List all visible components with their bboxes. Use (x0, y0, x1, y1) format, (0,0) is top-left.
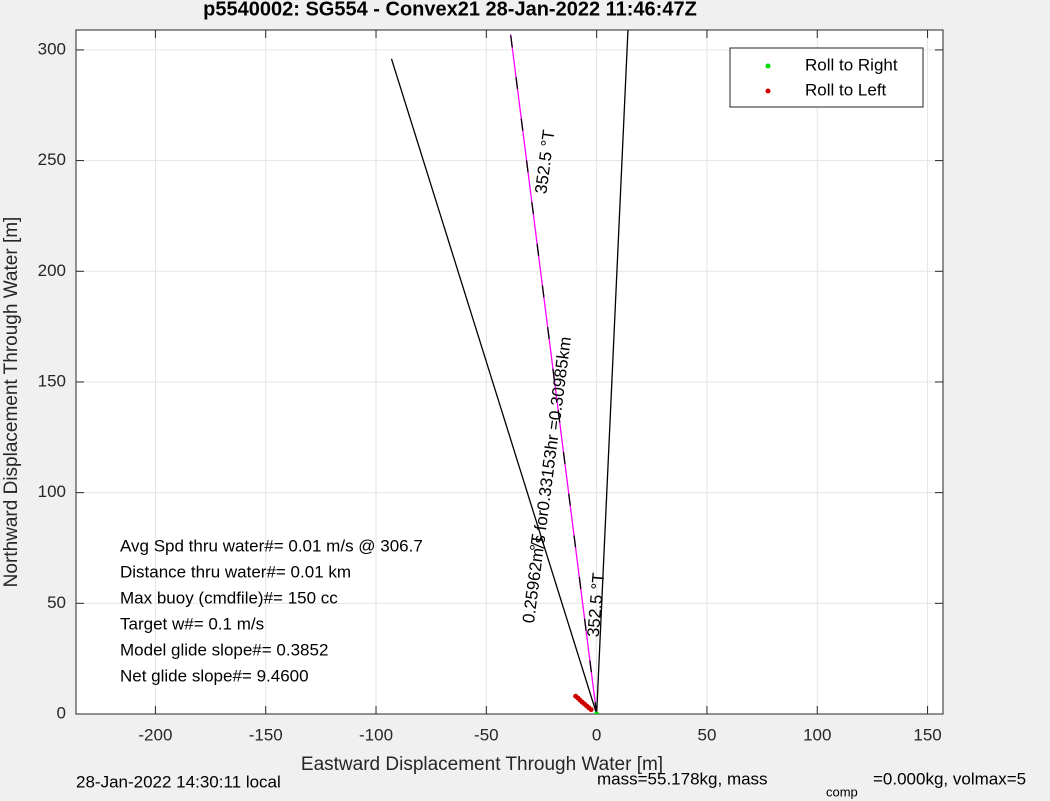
legend-label: Roll to Right (805, 55, 898, 74)
y-tick-label: 250 (38, 150, 66, 169)
x-tick-label: -150 (249, 725, 283, 744)
legend-box (729, 47, 924, 108)
line (390, 58, 598, 714)
x-axis-label: Eastward Displacement Through Water [m] (301, 754, 663, 775)
chart-title: p5540002: SG554 - Convex21 28-Jan-2022 1… (203, 0, 697, 20)
stats-line: Max buoy (cmdfile)#= 150 cc (120, 588, 338, 607)
stats-line: Target w#= 0.1 m/s (120, 614, 264, 633)
stats-line: Distance thru water#= 0.01 km (120, 562, 351, 581)
y-tick-label: 150 (38, 371, 66, 390)
y-tick-label: 0 (57, 703, 66, 722)
legend-label: Roll to Left (805, 80, 887, 99)
footer-mass-rest: =0.000kg, volmax=5 (873, 769, 1026, 788)
annotation: °T (526, 533, 547, 553)
x-tick-label: 100 (803, 725, 831, 744)
footer-mass: mass=55.178kg, mass (597, 769, 768, 788)
y-tick-label: 300 (38, 39, 66, 58)
x-tick-label: -50 (474, 725, 499, 744)
y-axis-label: Northward Displacement Through Water [m] (1, 217, 22, 588)
point (588, 707, 594, 713)
legend-marker (765, 63, 771, 69)
x-tick-label: 150 (913, 725, 941, 744)
line (595, 30, 629, 714)
stats-line: Net glide slope#= 9.4600 (120, 666, 309, 685)
footer-mass-sub: comp (826, 784, 858, 799)
x-tick-label: -200 (138, 725, 172, 744)
x-tick-label: 0 (592, 725, 601, 744)
plot-area (76, 30, 943, 714)
y-tick-label: 100 (38, 482, 66, 501)
line-dash (509, 34, 598, 714)
footer-time: 28-Jan-2022 14:30:11 local (76, 772, 281, 791)
x-tick-label: -100 (359, 725, 393, 744)
stats-line: Model glide slope#= 0.3852 (120, 640, 328, 659)
stats-line: Avg Spd thru water#= 0.01 m/s @ 306.7 (120, 536, 423, 555)
axes-box (75, 29, 944, 715)
y-tick-label: 50 (47, 593, 66, 612)
legend-marker (765, 88, 771, 94)
y-tick-label: 200 (38, 261, 66, 280)
x-tick-label: 50 (697, 725, 716, 744)
point (594, 711, 600, 714)
